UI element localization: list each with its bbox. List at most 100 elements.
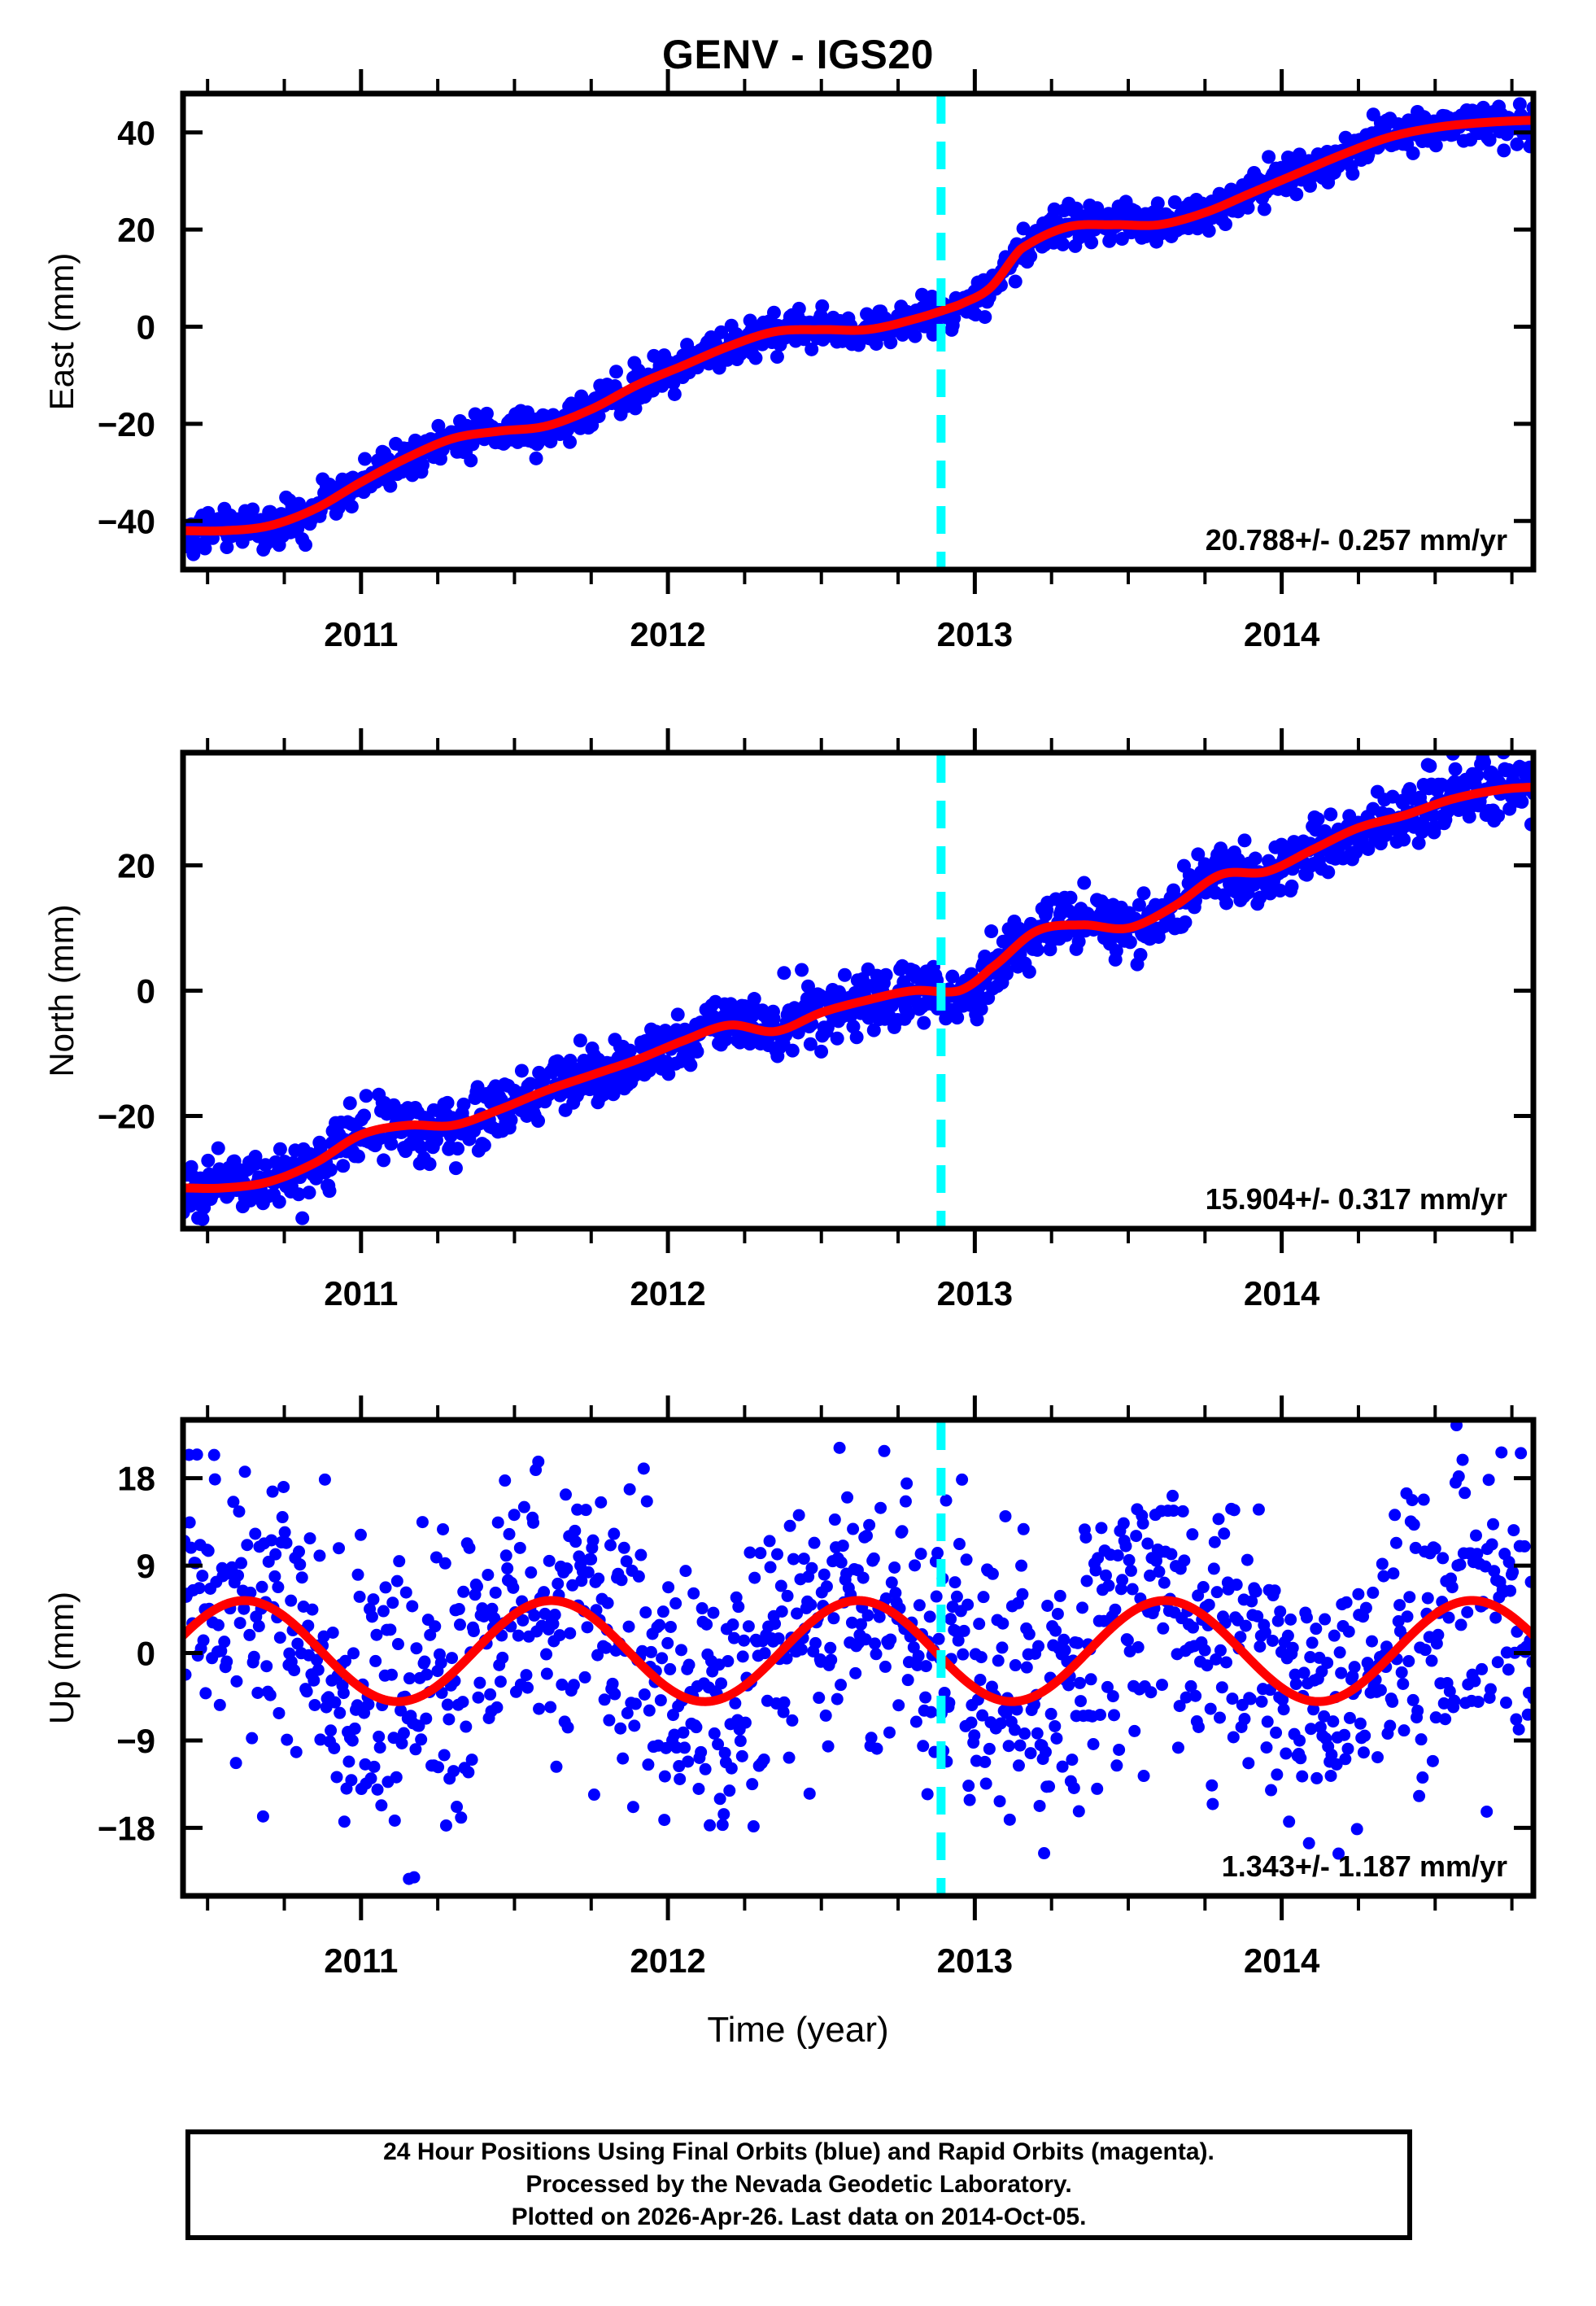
data-point bbox=[325, 1724, 338, 1737]
data-point bbox=[311, 1653, 324, 1666]
data-point bbox=[614, 1722, 627, 1735]
data-point bbox=[362, 1698, 375, 1711]
data-point bbox=[1208, 1535, 1221, 1548]
data-point bbox=[1425, 1654, 1438, 1667]
data-point bbox=[707, 1606, 720, 1619]
data-point bbox=[1095, 1522, 1108, 1535]
data-point bbox=[1406, 1693, 1419, 1706]
data-point bbox=[813, 1692, 826, 1705]
data-point bbox=[230, 1675, 243, 1688]
data-point bbox=[291, 1637, 304, 1650]
y-tick-label: 20 bbox=[117, 211, 155, 249]
data-point bbox=[1253, 890, 1267, 905]
data-point bbox=[1150, 196, 1165, 211]
data-point bbox=[1386, 1695, 1399, 1708]
data-point bbox=[513, 1541, 526, 1554]
data-point bbox=[543, 435, 558, 449]
caption-line-2: Processed by the Nevada Geodetic Laborat… bbox=[525, 2171, 1072, 2198]
data-point bbox=[1471, 1548, 1484, 1561]
data-point bbox=[1358, 1729, 1371, 1742]
data-point bbox=[732, 1601, 745, 1614]
data-point bbox=[255, 1580, 268, 1593]
data-point bbox=[952, 1634, 965, 1647]
data-point bbox=[410, 1642, 423, 1655]
data-point bbox=[615, 1574, 628, 1587]
data-point bbox=[1293, 1734, 1306, 1747]
data-point bbox=[777, 966, 791, 980]
data-point bbox=[1327, 1715, 1340, 1728]
data-point bbox=[202, 1544, 215, 1557]
data-point bbox=[1173, 1700, 1186, 1713]
data-point bbox=[190, 1448, 203, 1461]
data-point bbox=[1033, 1799, 1046, 1812]
data-point bbox=[879, 1660, 892, 1673]
y-tick-label: 0 bbox=[137, 308, 155, 347]
data-point bbox=[846, 1020, 861, 1034]
data-point bbox=[1226, 1692, 1239, 1705]
data-point bbox=[1214, 1711, 1226, 1724]
chart-panel-north: −20 0 20 2011 2012 2013 2014 North (mm) 15.904+/… bbox=[42, 728, 1537, 1312]
data-point bbox=[1212, 1513, 1225, 1526]
data-point bbox=[715, 1677, 728, 1690]
data-point bbox=[690, 1721, 703, 1734]
data-point bbox=[416, 457, 430, 472]
data-point bbox=[1157, 1622, 1170, 1635]
data-point bbox=[1056, 1760, 1069, 1773]
data-point bbox=[1371, 1751, 1384, 1764]
data-point bbox=[642, 1758, 655, 1771]
data-point bbox=[484, 1688, 497, 1701]
data-point bbox=[249, 1527, 262, 1540]
data-point bbox=[273, 1706, 286, 1719]
data-point bbox=[1482, 1474, 1495, 1487]
data-point bbox=[885, 1576, 898, 1589]
rate-annotation-north: 15.904+/- 0.317 mm/yr bbox=[1206, 1182, 1507, 1216]
data-point bbox=[726, 1618, 739, 1631]
data-point bbox=[499, 1474, 512, 1487]
data-point bbox=[1057, 1633, 1071, 1646]
data-point bbox=[183, 1516, 196, 1529]
data-point bbox=[472, 1691, 485, 1704]
y-tick-label: 0 bbox=[137, 972, 155, 1011]
data-point bbox=[1123, 1553, 1136, 1566]
data-point bbox=[477, 1609, 491, 1622]
data-point bbox=[1063, 890, 1078, 905]
data-point bbox=[909, 1715, 922, 1728]
data-point bbox=[735, 1749, 748, 1762]
data-point bbox=[1417, 1493, 1430, 1506]
data-point bbox=[1406, 1494, 1419, 1507]
x-tick-label: 2012 bbox=[630, 1941, 705, 1980]
data-point bbox=[573, 1550, 586, 1563]
data-point bbox=[718, 1033, 733, 1047]
data-point bbox=[1297, 1666, 1310, 1679]
data-point bbox=[1307, 1703, 1320, 1716]
data-point bbox=[1110, 1759, 1123, 1772]
data-point bbox=[1439, 1713, 1452, 1726]
data-point bbox=[1338, 1728, 1351, 1741]
data-point bbox=[547, 1618, 560, 1631]
data-point bbox=[679, 1565, 692, 1578]
data-point bbox=[1189, 1689, 1202, 1702]
trend-line-east bbox=[183, 116, 1533, 536]
data-point bbox=[1044, 1707, 1057, 1720]
data-point bbox=[391, 1638, 404, 1651]
data-point bbox=[1187, 1621, 1200, 1634]
data-point bbox=[241, 1539, 254, 1552]
data-point bbox=[977, 1591, 990, 1604]
data-point bbox=[1136, 886, 1151, 901]
data-point bbox=[1361, 147, 1376, 162]
data-point bbox=[628, 1719, 641, 1732]
data-point bbox=[1389, 1509, 1402, 1522]
data-point bbox=[256, 1810, 269, 1823]
data-point bbox=[986, 1567, 999, 1580]
data-point bbox=[658, 1814, 671, 1827]
data-point bbox=[386, 1596, 399, 1609]
data-point bbox=[351, 1568, 364, 1581]
data-point bbox=[1361, 841, 1376, 856]
data-point bbox=[448, 1161, 463, 1176]
data-point bbox=[313, 1549, 326, 1562]
data-point bbox=[861, 1609, 874, 1622]
data-point bbox=[944, 1613, 957, 1626]
data-point bbox=[452, 1603, 465, 1616]
y-tick-label: −18 bbox=[98, 1809, 155, 1847]
data-point bbox=[488, 1612, 501, 1625]
